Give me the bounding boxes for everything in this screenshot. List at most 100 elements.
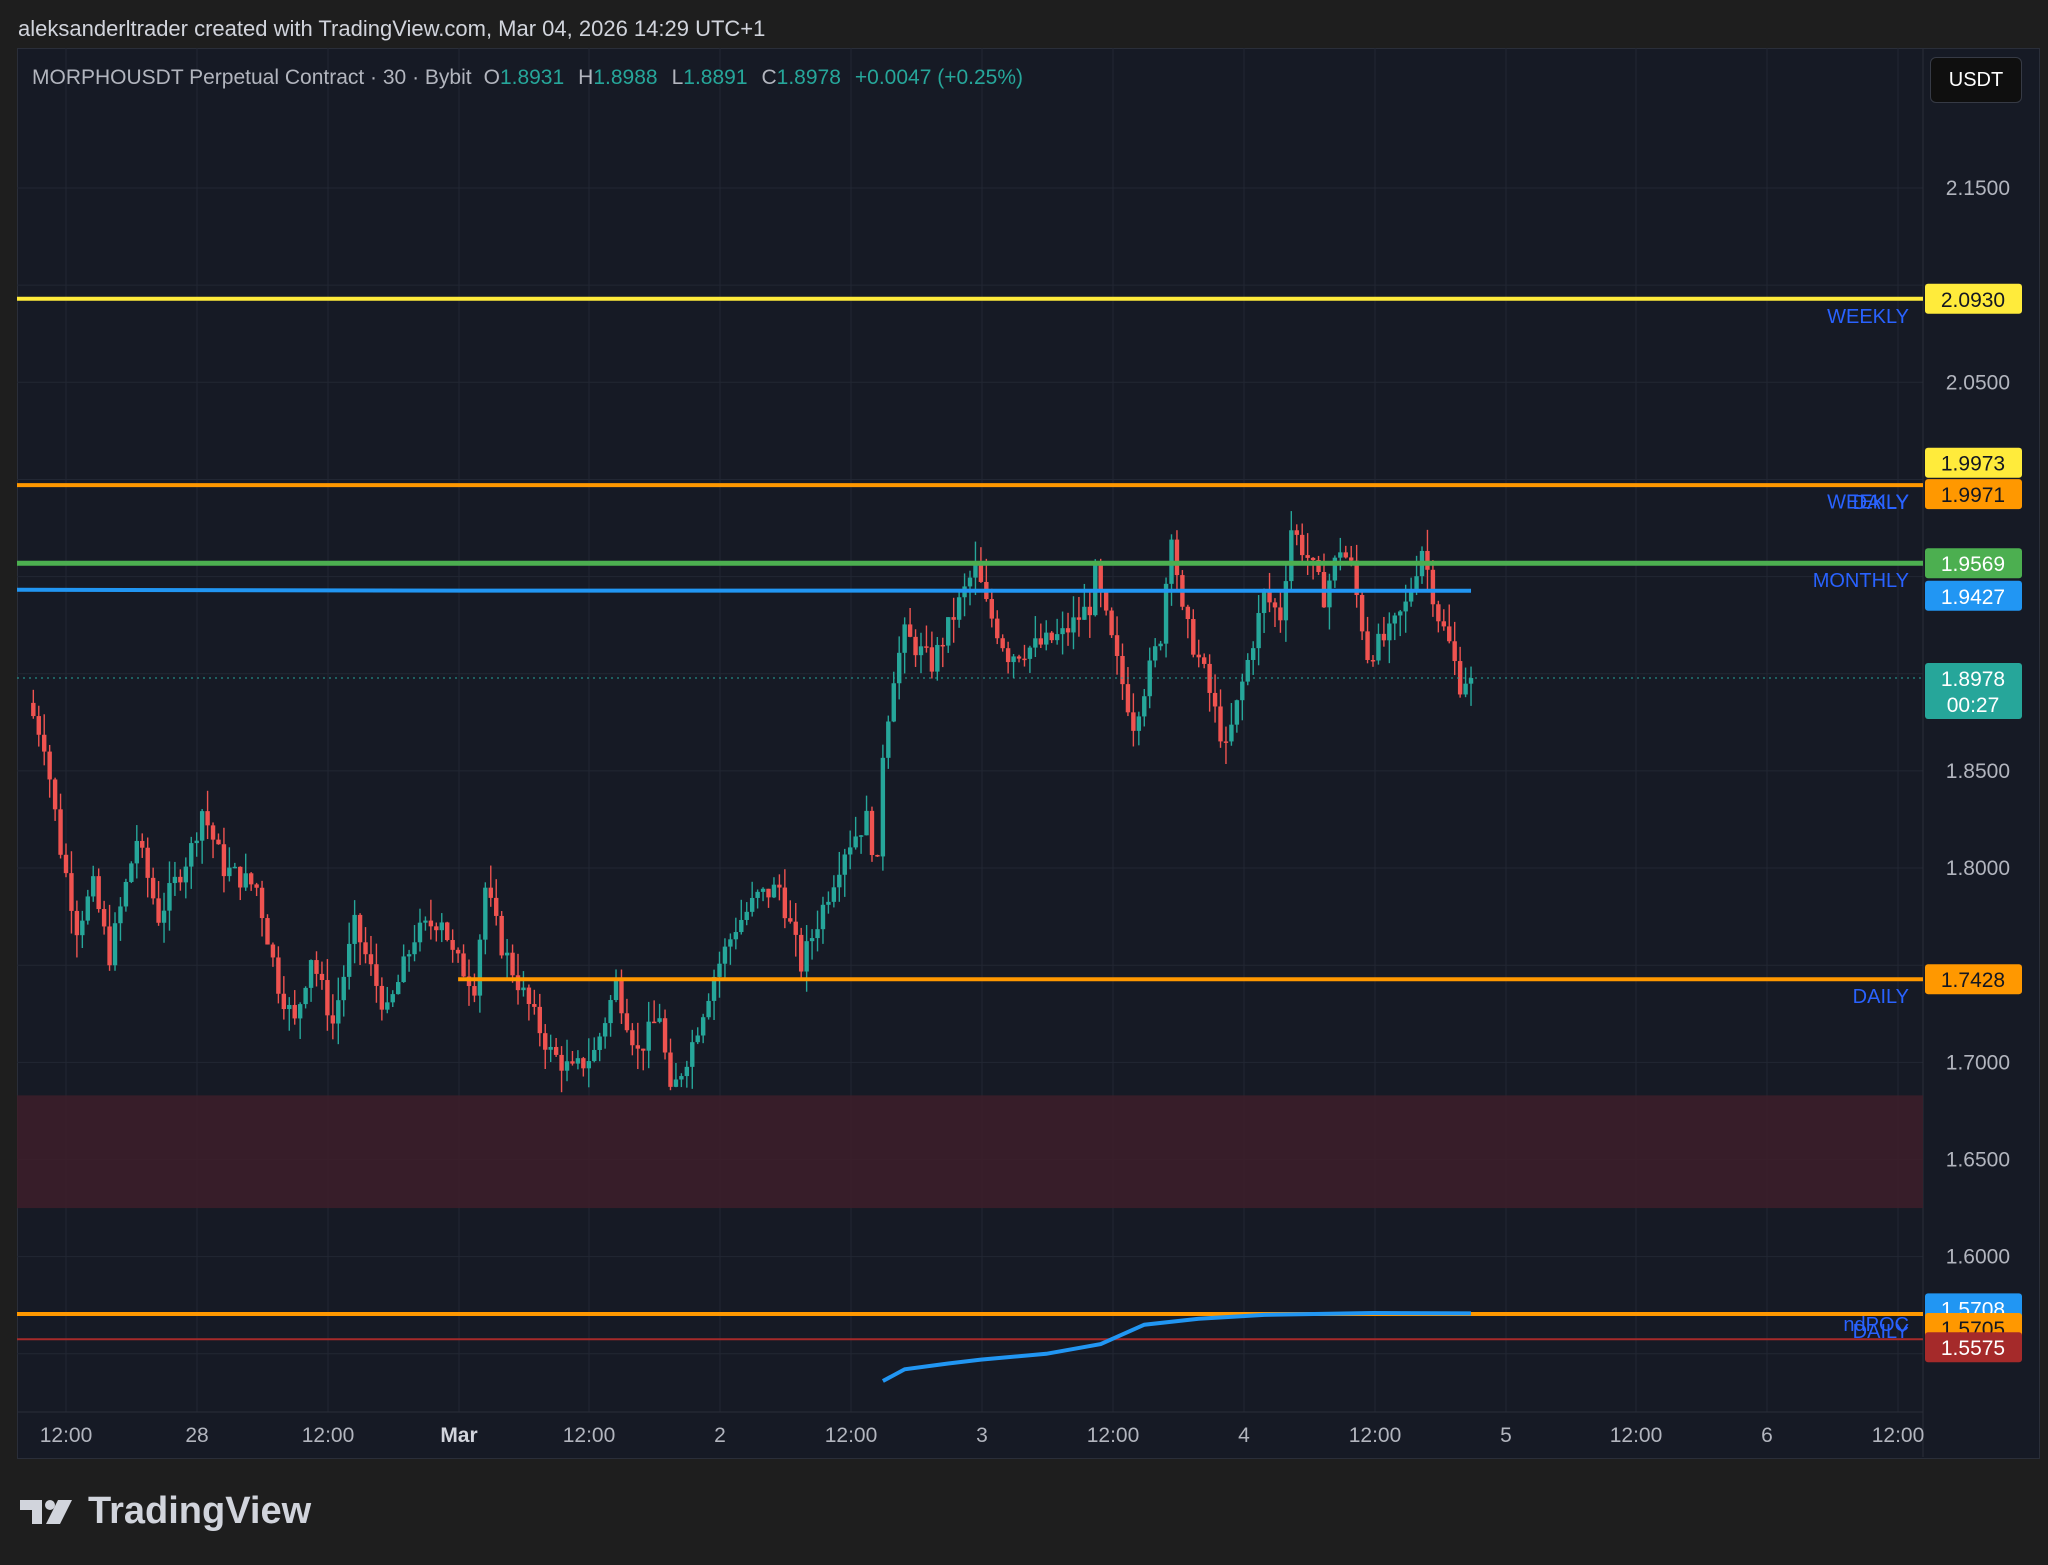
candle-body[interactable] (771, 884, 777, 898)
candle-body[interactable] (477, 939, 483, 996)
candle-body[interactable] (221, 844, 227, 877)
candle-body[interactable] (379, 985, 385, 1010)
candle-body[interactable] (592, 1049, 597, 1062)
candle-body[interactable] (1425, 550, 1430, 570)
candle-body[interactable] (363, 942, 368, 955)
candle-body[interactable] (1278, 607, 1283, 621)
candle-body[interactable] (406, 954, 412, 957)
candle-body[interactable] (662, 1018, 668, 1053)
candle-body[interactable] (706, 1000, 711, 1018)
candle-body[interactable] (537, 1006, 542, 1034)
candle-body[interactable] (1359, 595, 1365, 632)
candle-body[interactable] (1158, 643, 1163, 647)
candle-body[interactable] (1240, 681, 1245, 701)
candle-body[interactable] (1447, 626, 1452, 642)
price-tag-last[interactable] (1925, 663, 2022, 720)
candle-body[interactable] (232, 866, 238, 869)
candle-body[interactable] (205, 811, 210, 826)
candle-body[interactable] (199, 811, 205, 841)
candle-body[interactable] (575, 1058, 581, 1064)
candle-body[interactable] (646, 1021, 651, 1051)
candle-body[interactable] (749, 897, 755, 912)
candle-body[interactable] (1223, 741, 1229, 743)
candle-body[interactable] (548, 1046, 553, 1050)
candle-body[interactable] (1131, 712, 1136, 731)
candle-body[interactable] (308, 960, 314, 988)
candle-body[interactable] (1201, 657, 1207, 664)
candle-body[interactable] (929, 647, 935, 672)
candle-body[interactable] (869, 810, 875, 855)
candle-body[interactable] (755, 891, 760, 898)
candle-body[interactable] (760, 888, 766, 892)
candle-body[interactable] (172, 876, 178, 884)
candle-body[interactable] (85, 896, 90, 921)
candle-body[interactable] (564, 1061, 570, 1071)
candle-body[interactable] (1414, 576, 1419, 590)
candle-body[interactable] (543, 1033, 548, 1050)
candle-body[interactable] (1174, 539, 1180, 576)
candle-body[interactable] (1267, 591, 1272, 603)
tradingview-brand[interactable]: TradingView (20, 1490, 311, 1533)
candle-body[interactable] (112, 923, 118, 966)
candle-body[interactable] (1087, 606, 1093, 616)
candle-body[interactable] (1245, 659, 1250, 682)
candle-body[interactable] (1283, 581, 1289, 621)
candle-body[interactable] (809, 938, 815, 942)
candle-body[interactable] (31, 702, 36, 717)
candle-body[interactable] (210, 825, 216, 840)
candle-body[interactable] (314, 960, 319, 974)
candle-body[interactable] (777, 884, 782, 888)
candle-body[interactable] (1044, 632, 1049, 645)
candle-body[interactable] (635, 1045, 641, 1049)
price-tag-vwap-upper[interactable] (1925, 580, 2022, 611)
candle-body[interactable] (297, 1004, 303, 1019)
candle-body[interactable] (657, 1018, 662, 1022)
candle-body[interactable] (826, 901, 831, 905)
candle-body[interactable] (684, 1066, 690, 1077)
candle-body[interactable] (532, 1004, 537, 1007)
candle-body[interactable] (728, 939, 733, 947)
candle-body[interactable] (831, 887, 837, 902)
candle-body[interactable] (510, 952, 515, 976)
candle-body[interactable] (167, 883, 172, 911)
candle-body[interactable] (722, 946, 728, 964)
candle-body[interactable] (450, 940, 455, 950)
candle-body[interactable] (700, 1017, 706, 1036)
candle-body[interactable] (445, 922, 450, 941)
candle-body[interactable] (1436, 604, 1441, 622)
candle-body[interactable] (341, 976, 346, 1001)
supply-demand-zone[interactable] (17, 1095, 1923, 1209)
candle-body[interactable] (918, 646, 924, 656)
candle-body[interactable] (973, 561, 978, 578)
candle-body[interactable] (602, 1023, 608, 1037)
candle-body[interactable] (641, 1048, 646, 1051)
candle-body[interactable] (1103, 591, 1109, 611)
candle-body[interactable] (472, 986, 477, 996)
candle-body[interactable] (1229, 724, 1234, 742)
candle-body[interactable] (1114, 635, 1120, 656)
candle-body[interactable] (1441, 621, 1446, 627)
candle-body[interactable] (417, 922, 423, 943)
candle-body[interactable] (336, 1000, 341, 1024)
candle-body[interactable] (1082, 606, 1087, 620)
candle-body[interactable] (1305, 555, 1310, 558)
candle-body[interactable] (194, 840, 199, 844)
candle-body[interactable] (848, 847, 853, 855)
candle-body[interactable] (673, 1079, 679, 1087)
candle-body[interactable] (553, 1046, 559, 1055)
candle-body[interactable] (1076, 617, 1082, 620)
candle-body[interactable] (412, 942, 417, 955)
symbol-title[interactable]: MORPHOUSDT Perpetual Contract · 30 · Byb… (32, 66, 472, 89)
candle-body[interactable] (1125, 684, 1131, 713)
candle-body[interactable] (145, 847, 150, 878)
candle-body[interactable] (946, 617, 951, 646)
candle-body[interactable] (499, 915, 504, 956)
candle-body[interactable] (521, 987, 526, 991)
candle-body[interactable] (357, 914, 363, 943)
candle-body[interactable] (1370, 659, 1376, 662)
candle-body[interactable] (42, 734, 47, 752)
candle-body[interactable] (368, 954, 374, 965)
candle-body[interactable] (570, 1061, 575, 1064)
candle-body[interactable] (711, 976, 717, 1001)
